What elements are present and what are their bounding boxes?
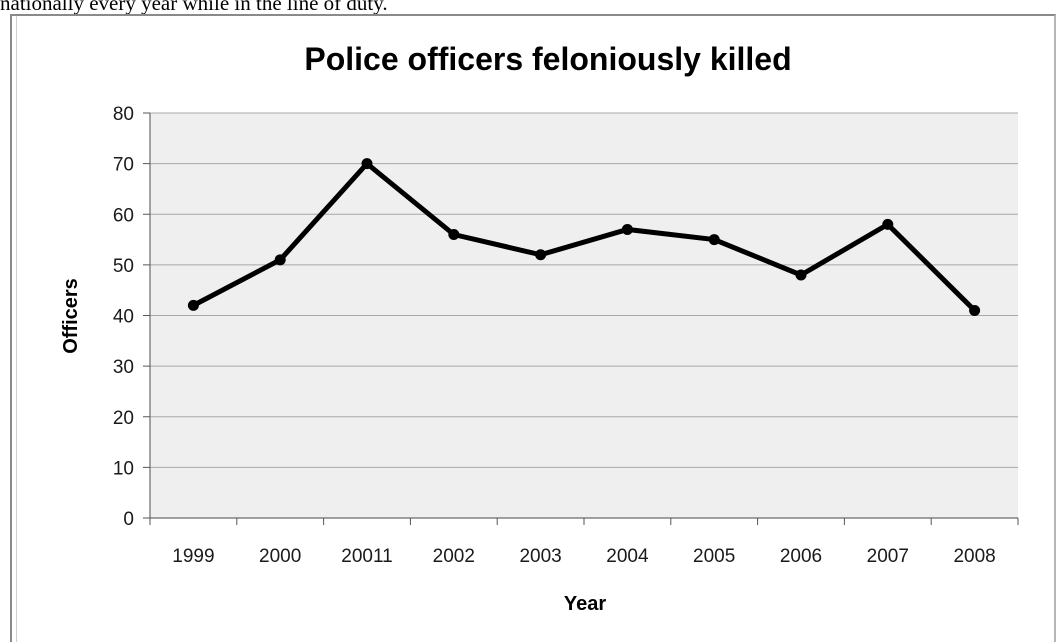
data-point-2000 bbox=[274, 254, 286, 266]
x-tick-label-2006: 2006 bbox=[780, 546, 822, 567]
x-tick-label-2003: 2003 bbox=[519, 546, 561, 567]
x-axis-label: Year bbox=[564, 593, 606, 615]
x-tick-label-20011: 20011 bbox=[341, 546, 392, 567]
y-tick-label-60: 60 bbox=[113, 205, 134, 226]
data-point-2003 bbox=[535, 249, 547, 261]
gridlines bbox=[150, 112, 1018, 468]
y-tick-label-40: 40 bbox=[113, 307, 134, 328]
x-tick-label-2002: 2002 bbox=[433, 546, 475, 567]
x-tick-label-1999: 1999 bbox=[172, 546, 214, 567]
x-tick-labels: 1999 2000 20011 2002 2003 2004 2005 2006 2007 200… bbox=[172, 546, 995, 567]
data-point-2006 bbox=[795, 269, 807, 281]
y-tick-label-50: 50 bbox=[113, 256, 134, 277]
chart-title: Police officers feloniously killed bbox=[304, 41, 791, 77]
data-point-2007 bbox=[882, 218, 894, 230]
x-tick-label-2000: 2000 bbox=[259, 546, 301, 567]
y-tick-label-20: 20 bbox=[113, 408, 134, 429]
x-tick-label-2004: 2004 bbox=[606, 546, 649, 567]
series-group bbox=[187, 158, 981, 316]
x-tick-label-2008: 2008 bbox=[953, 546, 995, 567]
series-line-0 bbox=[190, 161, 978, 313]
data-point-2002 bbox=[448, 229, 460, 240]
y-tick-label-0: 0 bbox=[123, 509, 134, 530]
data-point-1999 bbox=[187, 299, 199, 311]
y-tick-labels: 0 10 20 30 40 50 60 70 80 bbox=[113, 104, 134, 530]
y-tick-label-10: 10 bbox=[113, 458, 134, 479]
data-point-20011 bbox=[361, 158, 373, 170]
y-axis-label: Officers bbox=[60, 278, 82, 354]
x-tick-label-2005: 2005 bbox=[693, 546, 735, 567]
y-tick-label-30: 30 bbox=[113, 357, 134, 378]
x-tick-label-2007: 2007 bbox=[867, 546, 909, 567]
intro-text: nationally every year while in the line … bbox=[0, 0, 388, 15]
chart-frame-divider bbox=[16, 16, 17, 642]
y-tick-label-80: 80 bbox=[113, 104, 134, 125]
data-point-2008 bbox=[969, 304, 981, 316]
axes bbox=[143, 112, 1019, 525]
data-point-2004 bbox=[621, 223, 633, 235]
data-point-2005 bbox=[708, 234, 720, 246]
y-tick-label-70: 70 bbox=[113, 155, 134, 176]
